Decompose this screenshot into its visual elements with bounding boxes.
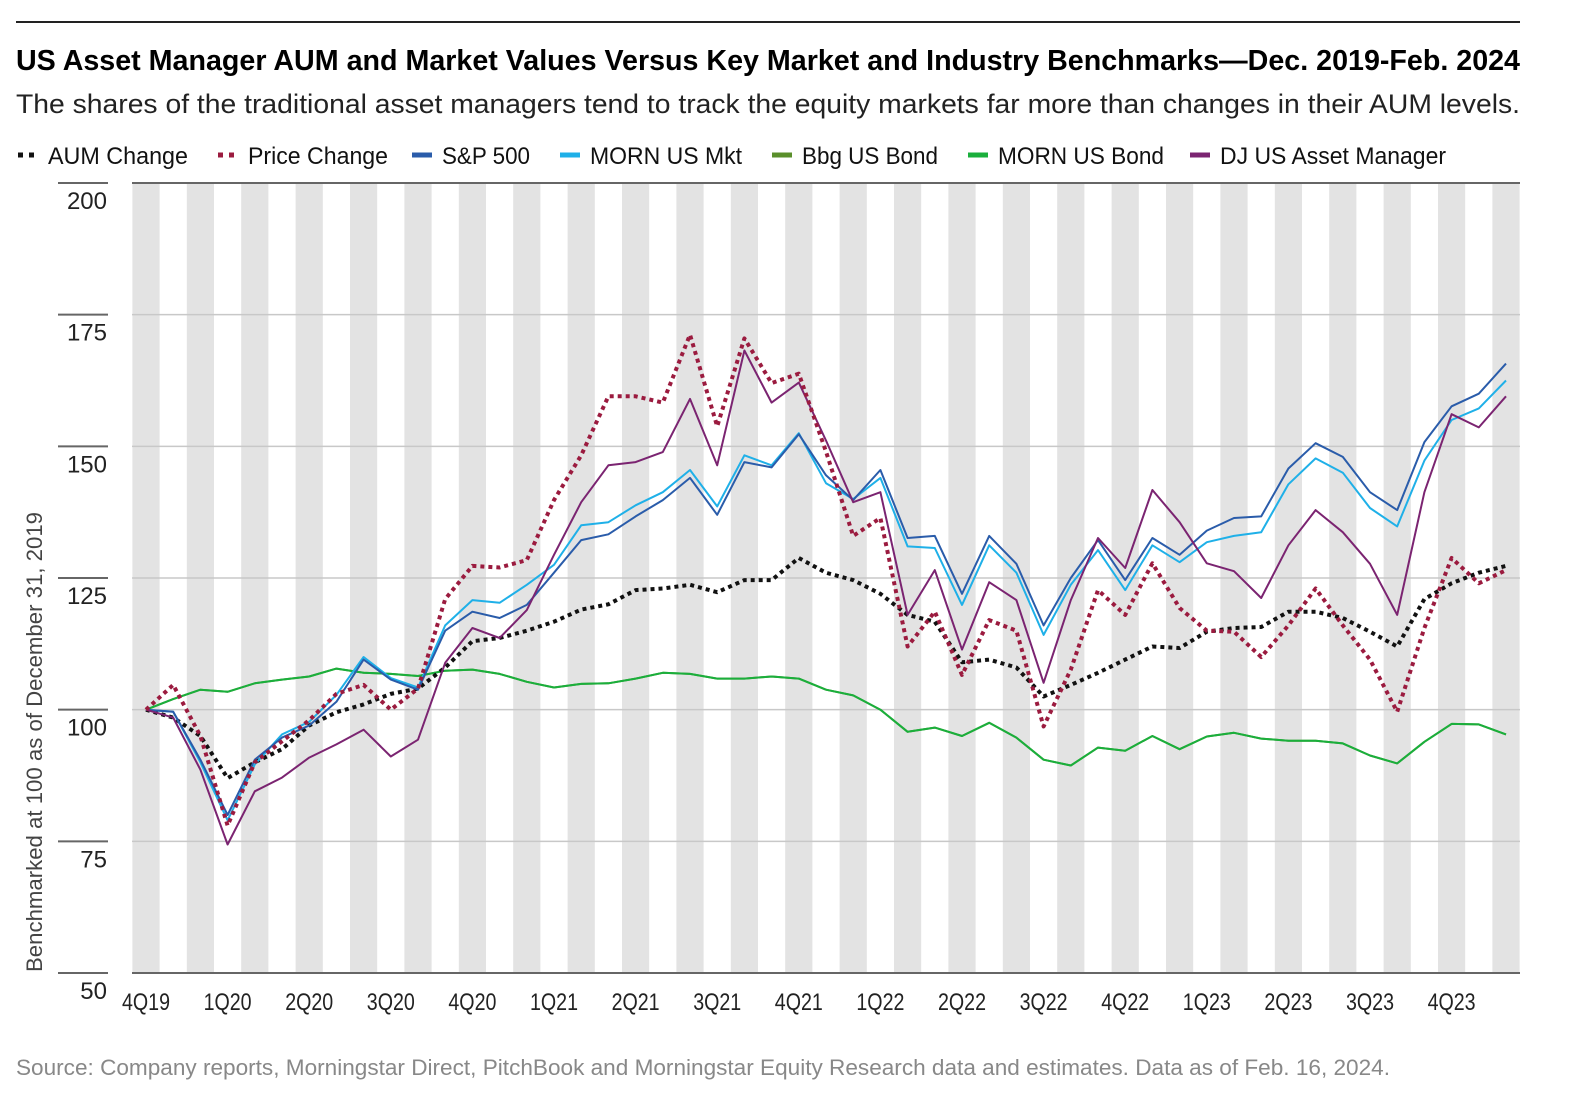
y-axis-label: Benchmarked at 100 as of December 31, 20… <box>22 512 47 972</box>
x-tick-label: 4Q20 <box>448 989 496 1016</box>
legend-label: DJ US Asset Manager <box>1220 143 1446 170</box>
legend-item: DJ US Asset Manager <box>1190 143 1446 170</box>
series-line-morn-us-bond <box>145 667 1507 767</box>
chart-subtitle: The shares of the traditional asset mana… <box>16 89 1520 119</box>
legend: AUM Change Price Change S&P 500 MORN US Mkt… <box>18 143 1446 170</box>
source-note: Source: Company reports, Morningstar Dir… <box>16 1055 1390 1080</box>
x-tick-label: 4Q21 <box>775 989 823 1016</box>
y-tick-label: 125 <box>67 583 107 610</box>
y-tick-label: 75 <box>80 846 107 873</box>
legend-label: AUM Change <box>48 143 188 170</box>
series-line-s-p-500 <box>145 362 1507 816</box>
x-tick-label: 1Q21 <box>530 989 578 1016</box>
x-tick-label: 4Q23 <box>1428 989 1476 1016</box>
legend-item: MORN US Bond <box>968 143 1164 170</box>
x-tick-label: 2Q21 <box>612 989 660 1016</box>
series-line-dj-us-asset-manager <box>145 349 1507 846</box>
legend-item: MORN US Mkt <box>560 143 742 170</box>
legend-label: S&P 500 <box>442 143 530 170</box>
x-tick-label: 1Q22 <box>856 989 904 1016</box>
x-tick-label: 2Q23 <box>1264 989 1312 1016</box>
x-tick-label: 3Q22 <box>1020 989 1068 1016</box>
x-tick-label: 1Q23 <box>1183 989 1231 1016</box>
legend-item: AUM Change <box>18 143 188 170</box>
x-tick-label: 1Q20 <box>204 989 252 1016</box>
legend-label: MORN US Bond <box>998 143 1164 170</box>
legend-label: MORN US Mkt <box>590 143 742 170</box>
series-line-morn-us-mkt <box>145 379 1507 822</box>
y-tick-label: 50 <box>80 978 107 1005</box>
y-tick-label: 200 <box>67 188 107 215</box>
x-axis-ticks: 4Q19 1Q20 2Q20 3Q20 4Q20 1Q21 2Q21 3Q21 4Q21 1Q22… <box>122 989 1476 1016</box>
legend-label: Bbg US Bond <box>802 143 938 170</box>
y-tick-label: 175 <box>67 320 107 347</box>
y-tick-label: 100 <box>67 715 107 742</box>
chart-title: US Asset Manager AUM and Market Values V… <box>16 45 1520 77</box>
x-tick-label: 2Q20 <box>285 989 333 1016</box>
x-tick-label: 4Q22 <box>1101 989 1149 1016</box>
legend-item: Bbg US Bond <box>772 143 938 170</box>
gridlines <box>132 182 1520 974</box>
legend-item: Price Change <box>218 143 388 170</box>
x-tick-label: 3Q20 <box>367 989 415 1016</box>
x-tick-label: 3Q21 <box>693 989 741 1016</box>
y-axis-ticks: 50 75 100 125 150 175 200 <box>58 182 108 1005</box>
x-tick-label: 3Q23 <box>1346 989 1394 1016</box>
y-tick-label: 150 <box>67 451 107 478</box>
legend-label: Price Change <box>248 143 388 170</box>
series-lines <box>144 332 1507 846</box>
legend-item: S&P 500 <box>412 143 530 170</box>
x-tick-label: 2Q22 <box>938 989 986 1016</box>
x-tick-label: 4Q19 <box>122 989 170 1016</box>
